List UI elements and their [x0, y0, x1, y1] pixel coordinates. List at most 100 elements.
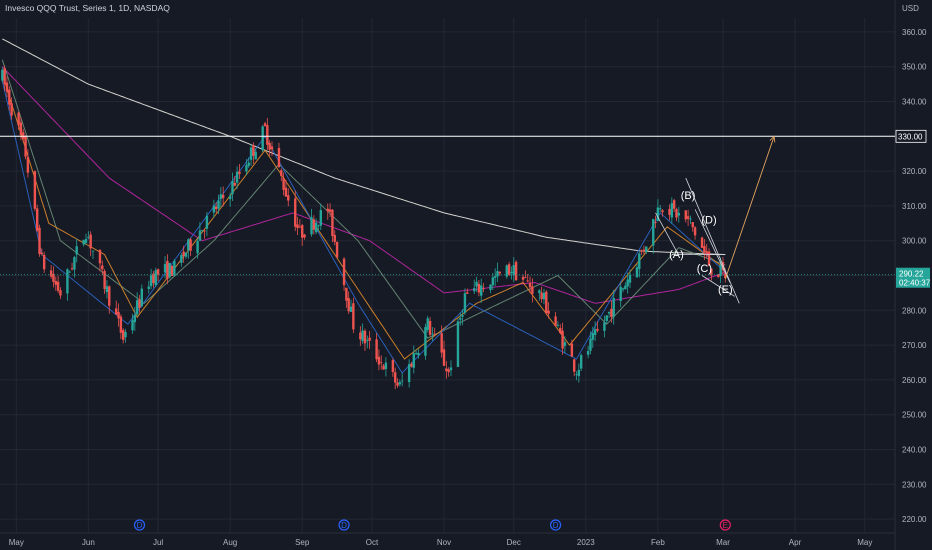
- candle-body: [705, 251, 708, 255]
- candle-body: [170, 265, 174, 277]
- candle-body: [349, 306, 353, 312]
- candle-body: [233, 182, 236, 186]
- target-label: 330.00: [898, 132, 923, 141]
- candle-body: [287, 195, 290, 201]
- candle-body: [589, 338, 592, 351]
- candle-body: [212, 205, 216, 213]
- candle-body: [400, 380, 404, 382]
- candle-body: [117, 311, 120, 319]
- candle-body: [73, 257, 76, 270]
- x-tick-label: Aug: [223, 538, 237, 547]
- candle-body: [498, 271, 502, 274]
- candle-body: [556, 324, 560, 326]
- candle-body: [249, 147, 253, 160]
- candle-body: [35, 208, 39, 231]
- candle-body: [621, 288, 625, 290]
- candle-body: [645, 246, 648, 253]
- candle-body: [10, 103, 13, 116]
- candle-body: [656, 207, 660, 221]
- candle-body: [579, 355, 583, 369]
- event-marker-label: E: [723, 521, 728, 530]
- candle-body: [326, 208, 329, 212]
- candle-body: [459, 317, 462, 320]
- candle-body: [686, 216, 690, 219]
- y-tick-label: 300.00: [902, 237, 927, 246]
- x-tick-label: Jul: [153, 538, 163, 547]
- y-tick-label: 260.00: [902, 376, 927, 385]
- x-tick-label: Jun: [82, 538, 95, 547]
- moving-average-line: [2, 38, 726, 256]
- candle-body: [440, 333, 443, 353]
- x-tick-label: Sep: [295, 538, 310, 547]
- candle-body: [542, 292, 546, 300]
- y-tick-label: 340.00: [902, 98, 927, 107]
- candle-body: [612, 297, 615, 317]
- candle-body: [277, 147, 281, 168]
- candle-body: [296, 224, 299, 229]
- candle-body: [659, 208, 662, 210]
- candle-body: [319, 210, 323, 226]
- candle-body: [691, 222, 694, 228]
- candle-body: [42, 254, 46, 270]
- candle-body: [91, 250, 95, 252]
- x-tick-label: 2023: [577, 538, 595, 547]
- candle-body: [103, 270, 106, 290]
- candle-body: [603, 322, 606, 331]
- candle-body: [445, 368, 448, 371]
- candle-body: [166, 260, 169, 279]
- candle-body: [56, 281, 60, 291]
- candle-body: [252, 144, 255, 156]
- candle-body: [407, 364, 411, 383]
- moving-average-line: [1, 73, 726, 360]
- candle-body: [214, 206, 218, 210]
- candle-body: [572, 359, 576, 372]
- candle-body: [489, 284, 492, 290]
- candle-body: [163, 264, 167, 273]
- candle-body: [238, 171, 241, 175]
- candle-body: [131, 320, 134, 331]
- candle-body: [245, 165, 248, 172]
- wave-label: (C): [697, 263, 712, 275]
- pattern-trendline: [694, 209, 731, 283]
- event-marker: [338, 519, 350, 531]
- candle-body: [717, 274, 720, 278]
- candle-body: [531, 286, 534, 294]
- candle-body: [122, 330, 125, 340]
- candle-body: [377, 356, 381, 365]
- candle-body: [19, 122, 23, 136]
- candle-body: [414, 352, 418, 354]
- candle-body: [382, 365, 385, 370]
- candle-body: [294, 198, 297, 227]
- candle-body: [547, 310, 550, 314]
- candle-body: [331, 209, 334, 236]
- candle-body: [640, 250, 643, 252]
- candle-body: [342, 258, 346, 286]
- candle-body: [5, 82, 9, 92]
- candle-body: [417, 352, 420, 356]
- y-tick-label: 320.00: [902, 167, 927, 176]
- candle-body: [314, 222, 318, 233]
- candle-body: [724, 273, 727, 278]
- candle-body: [540, 292, 543, 300]
- candle-body: [328, 209, 332, 212]
- y-tick-label: 270.00: [902, 341, 927, 350]
- candle-body: [554, 316, 557, 326]
- candle-body: [652, 219, 655, 246]
- candle-body: [703, 246, 706, 253]
- candle-body: [689, 218, 692, 220]
- candle-body: [361, 330, 364, 342]
- candle-body: [670, 203, 674, 218]
- candle-body: [707, 251, 711, 266]
- candle-body: [359, 332, 362, 340]
- candle-body: [466, 292, 469, 294]
- candle-body: [217, 200, 220, 209]
- candle-body: [66, 269, 69, 294]
- candle-body: [577, 369, 581, 377]
- event-marker: [133, 519, 146, 531]
- candle-body: [463, 293, 467, 313]
- candle-body: [366, 339, 369, 341]
- y-tick-label: 350.00: [902, 63, 927, 72]
- candle-body: [380, 362, 383, 364]
- candle-body: [40, 252, 44, 255]
